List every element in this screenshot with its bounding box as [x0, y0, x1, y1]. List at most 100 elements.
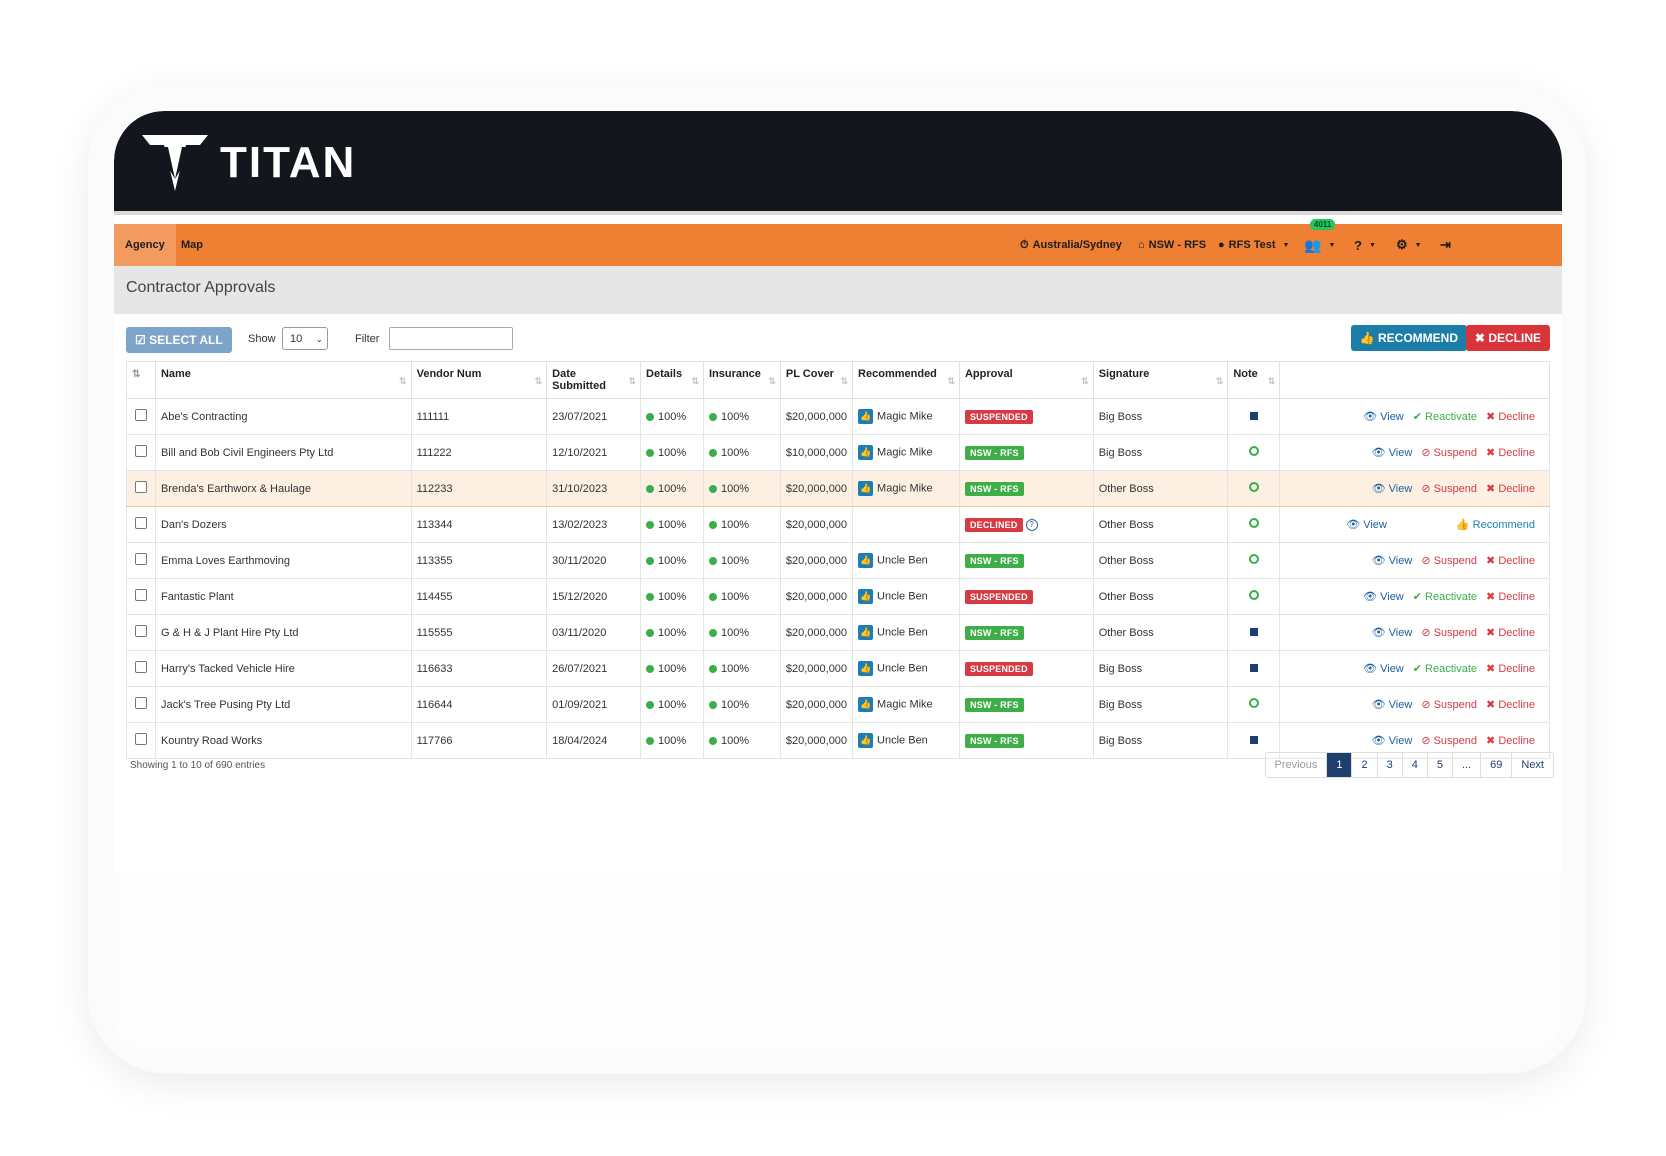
add-note-icon[interactable]	[1248, 482, 1259, 492]
row-checkbox[interactable]	[134, 625, 147, 637]
table-row[interactable]: G & H & J Plant Hire Pty Ltd 115555 03/11/…	[126, 614, 1550, 651]
table-row[interactable]: Harry's Tacked Vehicle Hire 116633 26/07/2…	[126, 650, 1550, 687]
row-checkbox[interactable]	[134, 445, 147, 457]
view-link[interactable]: 👁 View	[1371, 555, 1413, 567]
table-row[interactable]: Fantastic Plant 114455 15/12/2020 100% 100% $…	[126, 578, 1550, 615]
column-header-pl-cover[interactable]: PL Cover ⇅	[779, 361, 854, 399]
view-link[interactable]: 👁 View	[1371, 483, 1413, 495]
page-link[interactable]: 5	[1426, 753, 1452, 777]
page-link[interactable]: 69	[1480, 753, 1511, 777]
suspend-link[interactable]: ⊘ Suspend	[1421, 735, 1478, 747]
decline-link[interactable]: ✖ Decline	[1486, 699, 1535, 711]
table-row[interactable]: Dan's Dozers 113344 13/02/2023 100% 100% $20,…	[126, 506, 1550, 543]
row-checkbox[interactable]	[134, 697, 147, 709]
recommend-link[interactable]: 👍 Recommend	[1455, 519, 1535, 531]
decline-link[interactable]: ✖ Decline	[1486, 627, 1535, 639]
row-checkbox[interactable]	[134, 661, 147, 673]
titan-logo[interactable]: TITAN	[142, 135, 356, 191]
reactivate-link[interactable]: ✔ Reactivate	[1412, 591, 1478, 603]
view-link[interactable]: 👁 View	[1363, 411, 1404, 423]
decline-button[interactable]: ✖ DECLINE	[1465, 325, 1550, 351]
approval-cell: SUSPENDED	[958, 398, 1094, 435]
name-cell: G & H & J Plant Hire Pty Ltd	[154, 614, 412, 651]
decline-icon: ✖	[1486, 591, 1496, 603]
table-controls: ☑ SELECT ALL Show 10 ⌄ Filter 👍 RECOMMEN…	[126, 325, 1550, 355]
view-link[interactable]: 👁 View	[1363, 591, 1404, 603]
add-note-icon[interactable]	[1248, 698, 1259, 708]
column-header-details[interactable]: Details ⇅	[640, 361, 704, 399]
suspend-link[interactable]: ⊘ Suspend	[1421, 555, 1478, 567]
table-row[interactable]: Abe's Contracting 111111 23/07/2021 100% 100…	[126, 398, 1550, 435]
page-link[interactable]: 3	[1376, 753, 1402, 777]
view-link[interactable]: 👁 View	[1371, 627, 1413, 639]
suspend-link[interactable]: ⊘ Suspend	[1421, 699, 1478, 711]
column-header-select[interactable]: ⇅	[126, 361, 156, 399]
decline-link[interactable]: ✖ Decline	[1486, 483, 1535, 495]
decline-link[interactable]: ✖ Decline	[1486, 447, 1535, 459]
view-link[interactable]: 👁 View	[1371, 447, 1413, 459]
timezone-menu[interactable]: ⏱ Australia/Sydney	[1020, 224, 1122, 266]
decline-link[interactable]: ✖ Decline	[1486, 663, 1535, 675]
row-checkbox[interactable]	[134, 589, 147, 601]
column-header-name[interactable]: Name ⇅	[154, 361, 412, 399]
logout-button[interactable]: ⇥	[1440, 224, 1451, 266]
add-note-icon[interactable]	[1248, 590, 1259, 600]
user-menu[interactable]: ● RFS Test ▼	[1218, 224, 1289, 266]
decline-link[interactable]: ✖ Decline	[1486, 735, 1535, 747]
view-link[interactable]: 👁 View	[1371, 699, 1413, 711]
note-icon[interactable]	[1249, 627, 1258, 636]
add-note-icon[interactable]	[1248, 554, 1259, 564]
note-icon[interactable]	[1249, 663, 1258, 672]
filter-input[interactable]	[389, 327, 513, 350]
table-row[interactable]: Jack's Tree Pusing Pty Ltd 116644 01/09/20…	[126, 686, 1550, 723]
view-link[interactable]: 👁 View	[1346, 519, 1387, 531]
suspend-link[interactable]: ⊘ Suspend	[1421, 447, 1478, 459]
column-header-approval[interactable]: Approval ⇅	[958, 361, 1094, 399]
column-header-date[interactable]: Date Submitted ⇅	[546, 361, 642, 399]
decline-link[interactable]: ✖ Decline	[1486, 555, 1535, 567]
table-row[interactable]: Kountry Road Works 117766 18/04/2024 100% 10…	[126, 722, 1550, 759]
column-header-note[interactable]: Note ⇅	[1227, 361, 1281, 399]
column-header-insurance[interactable]: Insurance ⇅	[702, 361, 781, 399]
view-link[interactable]: 👁 View	[1371, 735, 1413, 747]
note-icon[interactable]	[1249, 735, 1258, 744]
reactivate-link[interactable]: ✔ Reactivate	[1412, 411, 1478, 423]
note-icon[interactable]	[1249, 411, 1258, 420]
table-row[interactable]: Brenda's Earthworx & Haulage 112233 31/10/…	[126, 470, 1550, 507]
add-note-icon[interactable]	[1248, 446, 1259, 456]
decline-link[interactable]: ✖ Decline	[1486, 411, 1535, 423]
suspend-link[interactable]: ⊘ Suspend	[1421, 483, 1478, 495]
notifications-menu[interactable]: 👥 4011 ▼	[1304, 219, 1335, 266]
table-row[interactable]: Emma Loves Earthmoving 113355 30/11/2020 10…	[126, 542, 1550, 579]
nav-item-map[interactable]: Map	[181, 239, 203, 251]
page-size-select[interactable]: 10 ⌄	[282, 327, 328, 350]
reactivate-link[interactable]: ✔ Reactivate	[1412, 663, 1478, 675]
column-header-recommended[interactable]: Recommended ⇅	[852, 361, 960, 399]
recommend-button[interactable]: 👍 RECOMMEND	[1350, 325, 1467, 351]
settings-menu[interactable]: ⚙ ▼	[1396, 224, 1422, 266]
help-icon[interactable]: ?	[1025, 518, 1038, 531]
row-checkbox[interactable]	[134, 409, 147, 421]
column-header-vendor[interactable]: Vendor Num ⇅	[410, 361, 548, 399]
row-checkbox[interactable]	[134, 553, 147, 565]
page-link[interactable]: 2	[1351, 753, 1376, 777]
table-header-row: ⇅ Name ⇅ Vendor Num ⇅ Date Submitted ⇅ Deta…	[126, 361, 1550, 399]
add-note-icon[interactable]	[1248, 518, 1259, 528]
suspend-link[interactable]: ⊘ Suspend	[1421, 627, 1478, 639]
table-row[interactable]: Bill and Bob Civil Engineers Pty Ltd 1112…	[126, 434, 1550, 471]
agency-menu[interactable]: ⌂ NSW - RFS	[1138, 224, 1206, 266]
page-link[interactable]: Previous	[1274, 759, 1318, 771]
decline-link[interactable]: ✖ Decline	[1486, 591, 1535, 603]
help-menu[interactable]: ? ▼	[1354, 224, 1376, 266]
page-link[interactable]: Next	[1511, 753, 1553, 777]
view-link[interactable]: 👁 View	[1363, 663, 1404, 675]
select-all-button[interactable]: ☑ SELECT ALL	[126, 327, 232, 353]
page-link[interactable]: 1	[1326, 753, 1352, 777]
row-checkbox[interactable]	[134, 733, 147, 745]
page-link[interactable]: 4	[1401, 753, 1427, 777]
nav-item-agency[interactable]: Agency	[114, 224, 176, 266]
column-header-signature[interactable]: Signature ⇅	[1092, 361, 1229, 399]
sort-icon: ⇅	[768, 376, 776, 386]
row-checkbox[interactable]	[134, 481, 147, 493]
row-checkbox[interactable]	[134, 517, 147, 529]
